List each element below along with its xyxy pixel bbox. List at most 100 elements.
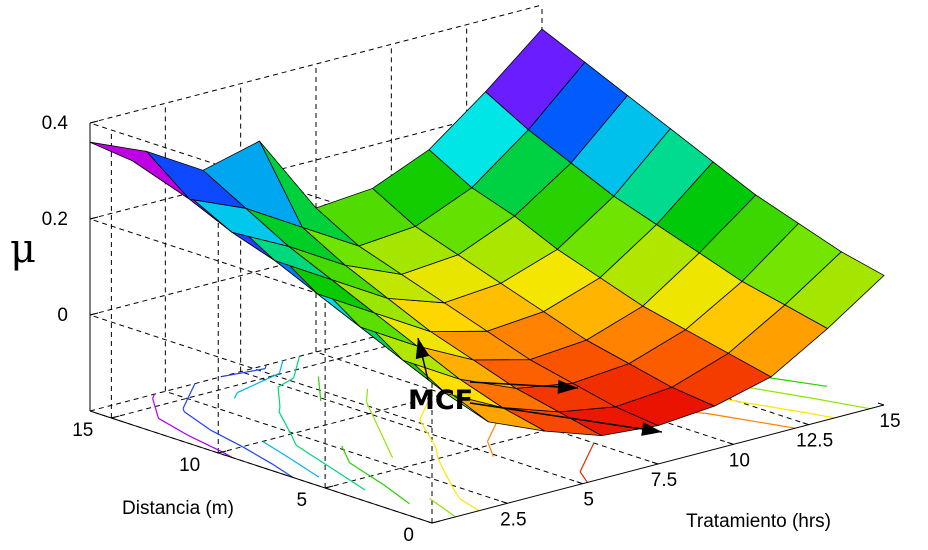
contour-segment [579, 457, 588, 473]
contour-segment [356, 466, 385, 486]
x-tick-label: 15 [879, 411, 900, 432]
x-tick-mark [651, 461, 659, 465]
contour-segment [785, 379, 828, 387]
y-tick-label: 5 [297, 490, 308, 511]
contour-segment [371, 412, 383, 436]
floor-gridline [315, 351, 659, 465]
y-tick-mark [431, 520, 441, 524]
contour-segment [434, 446, 439, 459]
contour-segment [381, 435, 386, 442]
contour-segment [317, 376, 320, 387]
floor-gridline [240, 371, 583, 485]
contour-segment [459, 498, 480, 512]
x-tick-label: 5 [583, 490, 594, 511]
mcf-arrow-head [415, 338, 430, 360]
contour-segment [293, 356, 300, 379]
contour-segment [437, 458, 444, 470]
contour-segment [152, 393, 156, 399]
contour-segment [454, 491, 461, 500]
contour-segment [182, 408, 185, 412]
contour-segment [271, 463, 294, 479]
z-tick-label: 0.4 [42, 113, 69, 134]
contour-segment [806, 412, 835, 419]
x-tick-label: 7.5 [651, 470, 677, 491]
contour-segment [262, 440, 292, 460]
x-tick-mark [727, 441, 734, 445]
z-tick-mark [89, 120, 99, 124]
contour-segment [278, 411, 292, 435]
tick-labels: 0 0.2 0.4 0 5 10 15 2.5 5 7.5 10 12.5 15 [42, 113, 901, 546]
contour-segment [277, 387, 281, 407]
contour-segment [264, 364, 267, 369]
y-tick-label: 0 [403, 525, 414, 546]
contour-segment [419, 418, 423, 426]
y-tick-label: 15 [72, 420, 93, 441]
z-tick-mark [89, 216, 99, 220]
x-tick-mark [802, 422, 809, 426]
y-tick-mark [218, 450, 227, 454]
y-tick-mark [111, 415, 120, 419]
floor-gridline [165, 390, 508, 504]
contour-segment [183, 411, 211, 431]
contour-segment [158, 417, 189, 437]
x-axis-label: Tratamiento (hrs) [686, 511, 831, 532]
contour-segment [318, 386, 322, 402]
y-axis-label: Distancia (m) [122, 498, 234, 519]
contour-segment [277, 377, 295, 388]
z-tick-mark [89, 312, 99, 316]
contour-segment [242, 446, 273, 465]
contour-segment [586, 442, 595, 458]
contour-segment [295, 444, 311, 455]
contour-segment [812, 397, 870, 410]
contour-segment [278, 406, 281, 413]
contour-segment [341, 445, 351, 464]
contour-segment [384, 440, 394, 459]
y-tick-label: 10 [179, 455, 200, 476]
x-tick-label: 2.5 [500, 509, 526, 530]
contour-segment [233, 392, 238, 399]
x-tick-label: 10 [729, 450, 750, 471]
x-tick-mark [877, 402, 885, 406]
contour-segment [776, 407, 807, 414]
mcf-annotation: MCF [408, 337, 663, 436]
surface-layer [89, 28, 885, 437]
contour-segment [290, 458, 320, 478]
contour-segment [442, 469, 456, 493]
contour-segment [736, 417, 796, 429]
contour-segment [383, 484, 410, 505]
z-tick-label: 0.2 [42, 209, 68, 230]
contour-segment [188, 435, 223, 453]
contour-segment [209, 429, 243, 448]
surface-patch [89, 141, 190, 200]
contour-segment [337, 471, 366, 491]
wall-gridline [88, 196, 543, 428]
contour-segment [182, 383, 196, 409]
contour-segment [365, 388, 369, 402]
contour-segment [236, 372, 280, 394]
contour-segment [706, 412, 737, 419]
z-axis-label: μ [10, 226, 36, 272]
contour-segment [365, 401, 373, 414]
x-tick-mark [576, 481, 583, 485]
contour-segment [278, 360, 284, 374]
wall-gridline [88, 4, 543, 236]
contour-segment [421, 424, 437, 447]
z-tick-label: 0 [57, 305, 68, 326]
contour-segment [290, 433, 297, 446]
x-tick-label: 12.5 [796, 431, 833, 452]
mcf-label: MCF [408, 385, 473, 416]
contour-segment [429, 497, 456, 518]
mcf-arrow-head [641, 422, 662, 436]
contour-segment [579, 471, 588, 483]
mcf-arrow-line [469, 402, 663, 433]
y-tick-mark [325, 485, 334, 489]
contour-segment [486, 441, 494, 457]
contour-segment [309, 453, 338, 473]
contour-segment [349, 462, 357, 468]
contour-segment [221, 368, 266, 378]
mcf-arrow-head [557, 379, 578, 394]
contour-segment [419, 397, 431, 420]
contour-segment [486, 431, 493, 442]
